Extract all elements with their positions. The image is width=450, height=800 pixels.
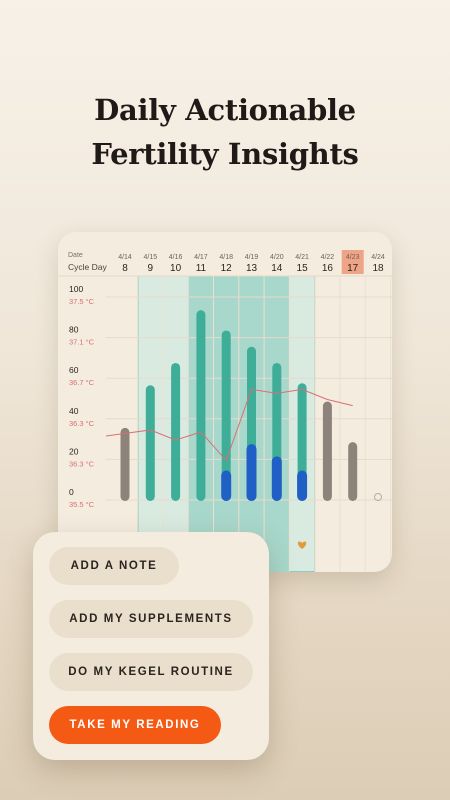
cycle-day-tick-label: 13 xyxy=(246,263,258,274)
date-tick-label: 4/15 xyxy=(143,254,157,261)
date-tick-label: 4/20 xyxy=(270,254,284,261)
cycle-day-label: Cycle Day xyxy=(68,262,107,272)
date-label: Date xyxy=(68,252,83,259)
headline: Daily Actionable Fertility Insights xyxy=(0,88,450,176)
cycle-day-tick-label: 16 xyxy=(322,263,334,274)
cycle-day-tick-label: 18 xyxy=(372,263,384,274)
temp-tick-label: 36.3 °C xyxy=(69,419,95,428)
temperature-line xyxy=(105,388,353,462)
lh-bar xyxy=(246,444,257,501)
temp-tick-label: 35.5 °C xyxy=(69,500,95,509)
reading-bar xyxy=(120,427,130,501)
no-reading-marker xyxy=(374,493,382,501)
temp-tick-label: 36.3 °C xyxy=(69,459,95,468)
temp-tick-label: 37.5 °C xyxy=(69,297,95,306)
cycle-day-tick-label: 11 xyxy=(196,263,207,274)
y-tick-label: 80 xyxy=(69,325,79,335)
heart-icon xyxy=(297,541,307,549)
date-tick-label: 4/19 xyxy=(245,254,259,261)
y-tick-label: 100 xyxy=(69,284,83,294)
cycle-day-tick-label: 8 xyxy=(122,263,128,274)
lh-bar xyxy=(221,470,232,501)
temp-tick-label: 36.7 °C xyxy=(69,378,95,387)
reading-bar xyxy=(145,385,155,501)
kegel-routine-button[interactable]: DO MY KEGEL ROUTINE xyxy=(49,653,253,691)
action-panel: ADD A NOTE ADD MY SUPPLEMENTS DO MY KEGE… xyxy=(33,532,269,760)
y-tick-label: 20 xyxy=(69,446,79,456)
temp-tick-label: 37.1 °C xyxy=(69,338,95,347)
y-tick-label: 0 xyxy=(69,487,74,497)
reading-bar xyxy=(322,401,332,501)
date-tick-label: 4/18 xyxy=(219,254,233,261)
reading-bar xyxy=(171,362,181,501)
date-tick-label: 4/23 xyxy=(346,254,360,261)
cycle-day-tick-label: 10 xyxy=(170,263,182,274)
cycle-day-tick-label: 12 xyxy=(221,263,233,274)
reading-bar xyxy=(348,442,358,501)
date-tick-label: 4/17 xyxy=(194,254,208,261)
date-tick-label: 4/22 xyxy=(321,254,335,261)
cycle-day-tick-label: 17 xyxy=(347,263,359,274)
add-supplements-button[interactable]: ADD MY SUPPLEMENTS xyxy=(49,600,253,638)
y-tick-label: 40 xyxy=(69,406,79,416)
date-tick-label: 4/24 xyxy=(371,254,385,261)
headline-line-2: Fertility Insights xyxy=(91,137,359,171)
reading-bar xyxy=(196,310,206,501)
date-tick-label: 4/14 xyxy=(118,254,132,261)
y-tick-label: 60 xyxy=(69,365,79,375)
date-tick-label: 4/21 xyxy=(295,254,309,261)
cycle-day-tick-label: 9 xyxy=(148,263,154,274)
lh-bar xyxy=(271,456,282,501)
chart-header-bg xyxy=(58,232,392,276)
date-tick-label: 4/16 xyxy=(169,254,183,261)
cycle-day-tick-label: 15 xyxy=(297,263,309,274)
cycle-chart-card: Date Cycle Day 4/14 8 4/15 9 4/16 10 4/17 11 4/18 1… xyxy=(58,232,392,572)
cycle-day-tick-label: 14 xyxy=(271,263,283,274)
cycle-chart: Date Cycle Day 4/14 8 4/15 9 4/16 10 4/17 11 4/18 1… xyxy=(58,232,392,572)
highlight-day-bg xyxy=(341,250,364,274)
headline-line-1: Daily Actionable xyxy=(94,93,356,127)
add-note-button[interactable]: ADD A NOTE xyxy=(49,547,179,585)
take-reading-button[interactable]: TAKE MY READING xyxy=(49,706,221,744)
lh-bar xyxy=(297,470,308,501)
